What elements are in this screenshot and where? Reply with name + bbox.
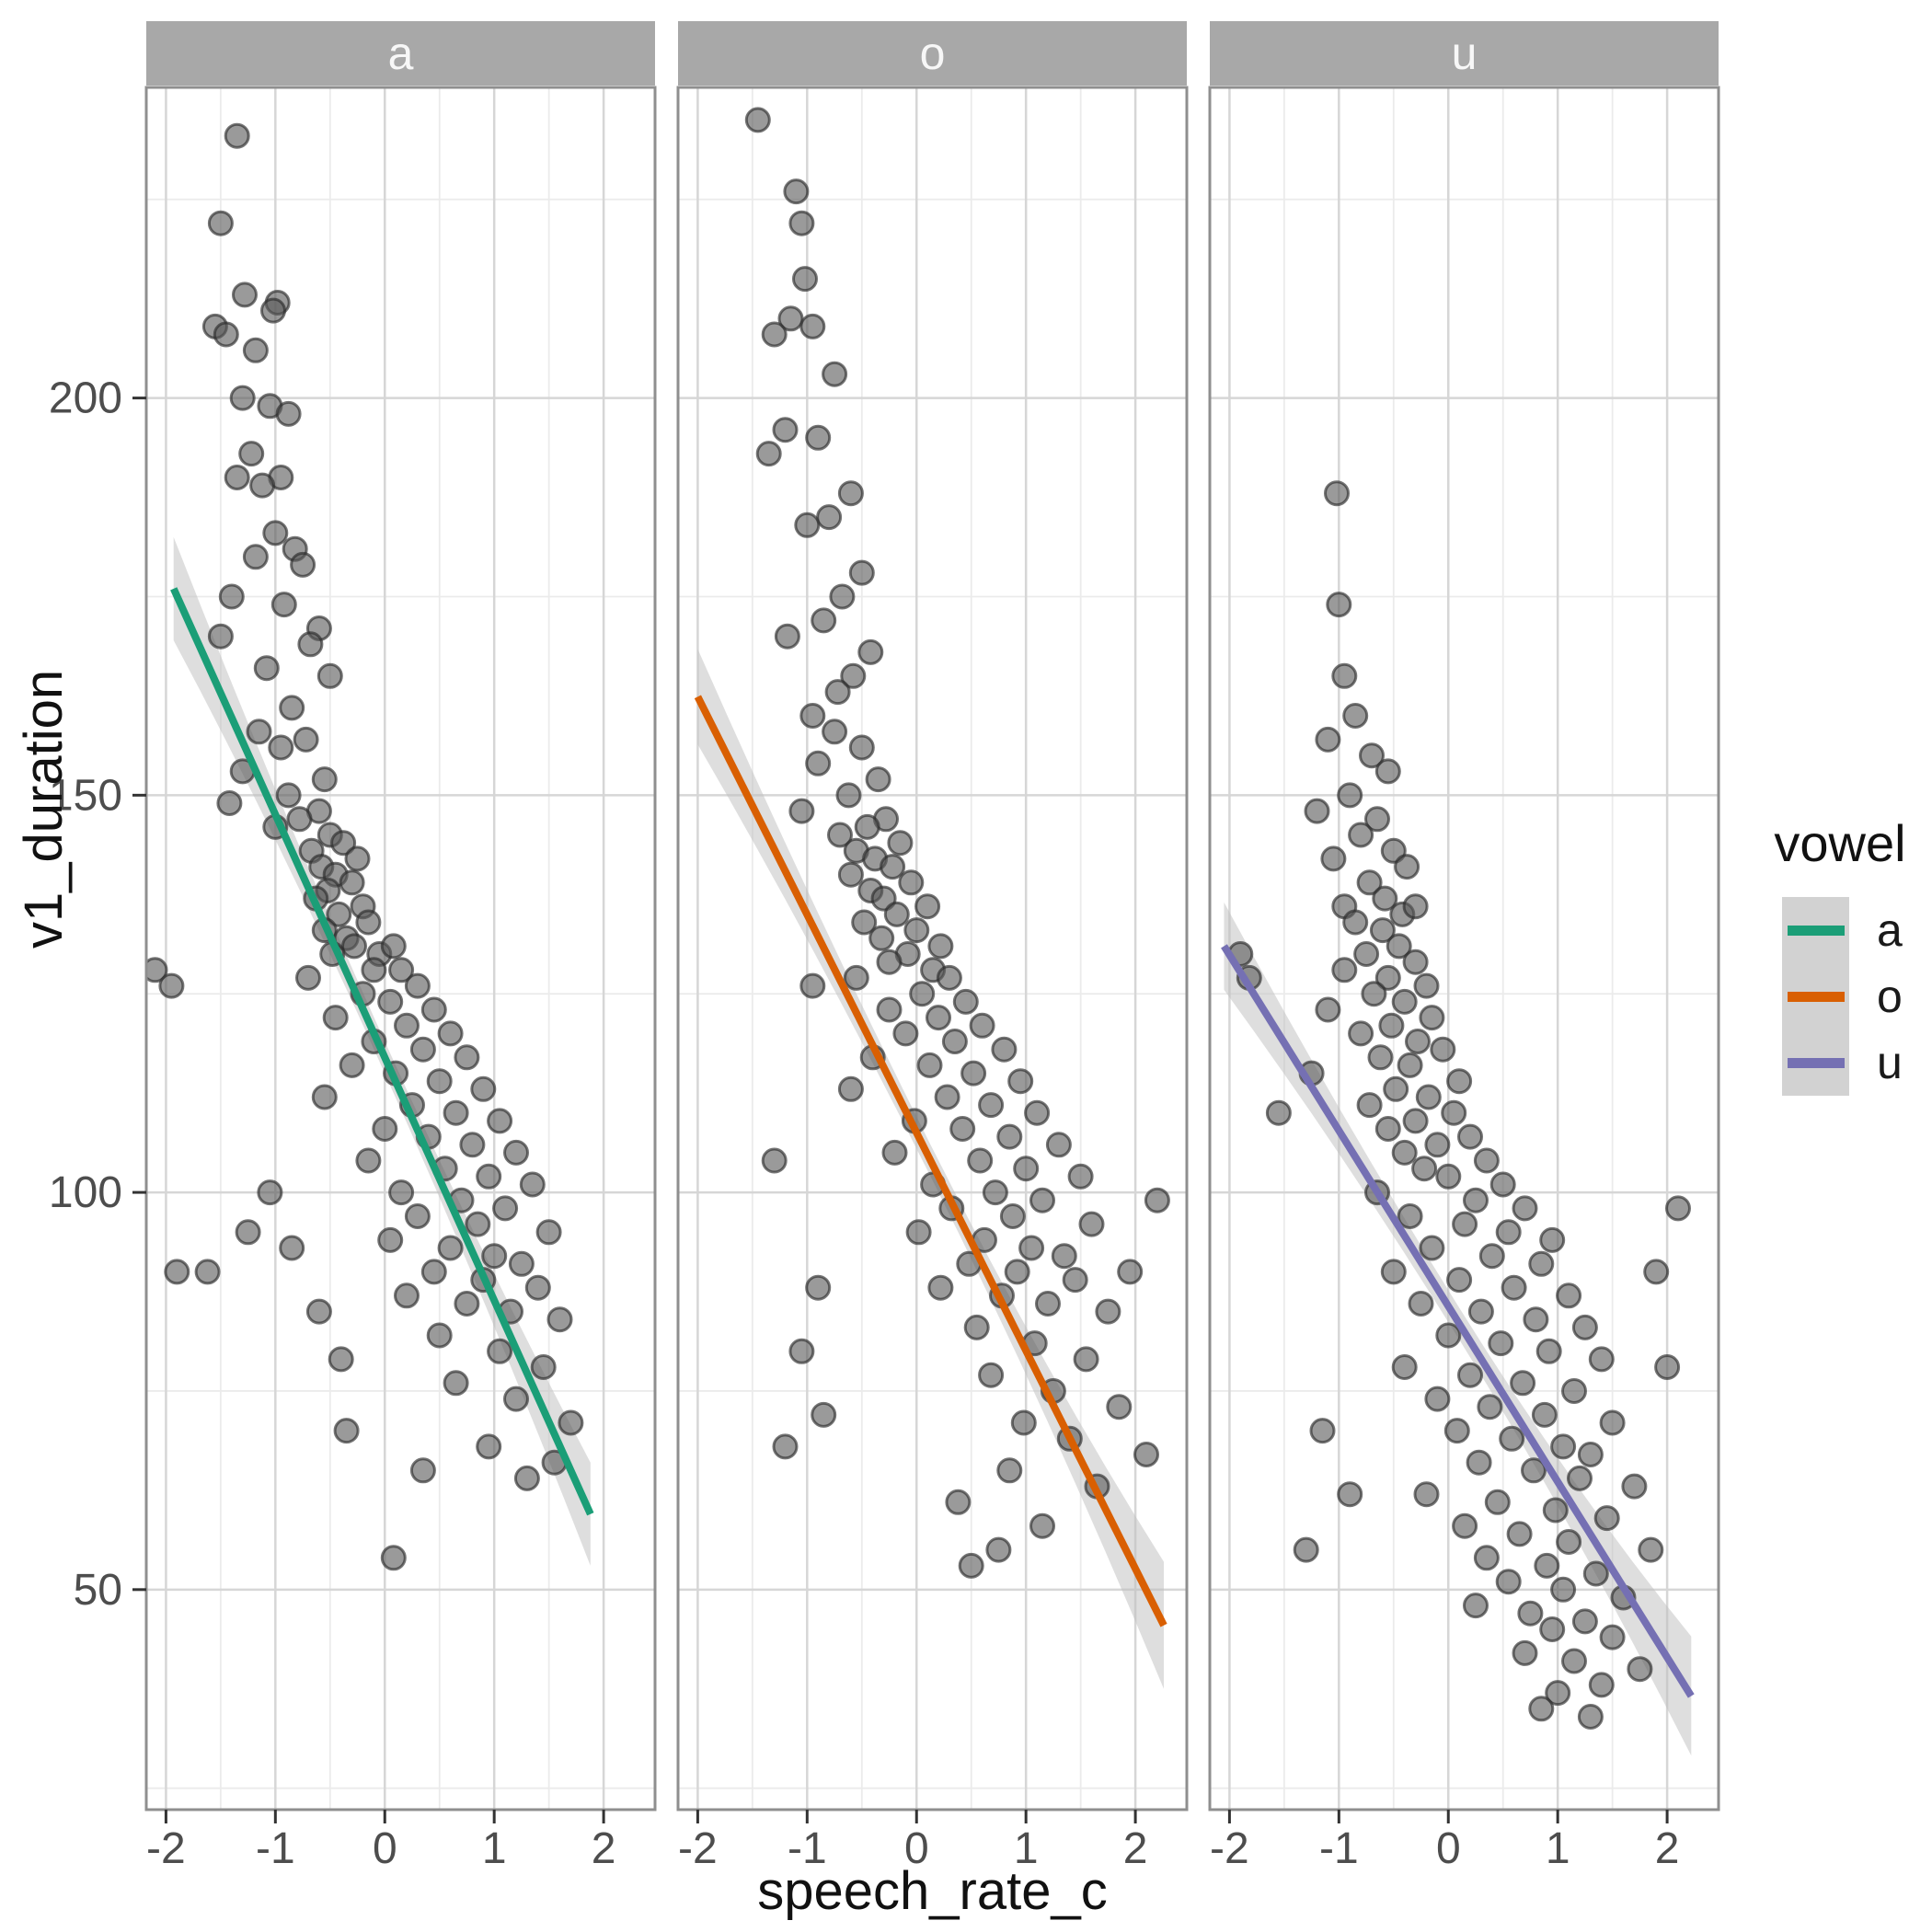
facet-strip-a: a	[146, 21, 655, 86]
data-points	[146, 122, 584, 1571]
y-axis-ticks	[132, 397, 146, 1592]
facet-strip-label: a	[387, 28, 414, 79]
legend-key-line-u	[1787, 1057, 1845, 1068]
svg-text:200: 200	[49, 374, 122, 423]
x-axis-tick-labels: -2 -1 0 1 2	[678, 1824, 1147, 1873]
legend-key-line-o	[1787, 991, 1845, 1002]
major-gridlines	[146, 87, 655, 1810]
x-axis-tick-labels: -2 -1 0 1 2	[146, 1824, 615, 1873]
svg-text:50: 50	[74, 1566, 122, 1615]
facet-strip-label: u	[1451, 28, 1478, 79]
svg-text:2: 2	[1123, 1824, 1148, 1873]
legend-title: vowel	[1774, 814, 1906, 872]
regression-line	[170, 587, 594, 1516]
data-points	[1227, 480, 1691, 1730]
svg-text:1: 1	[1546, 1824, 1570, 1873]
panel-border	[1208, 86, 1720, 1811]
svg-text:-2: -2	[146, 1824, 186, 1873]
svg-text:-1: -1	[1319, 1824, 1359, 1873]
legend-key	[1782, 963, 1849, 1029]
regression-line	[1221, 944, 1695, 1698]
x-axis-ticks	[696, 1810, 1137, 1823]
facet-strip-o: o	[678, 21, 1187, 86]
facet-strip-u: u	[1210, 21, 1719, 86]
svg-text:-2: -2	[678, 1824, 718, 1873]
major-gridlines	[678, 87, 1187, 1810]
legend-entry-label: o	[1877, 971, 1903, 1022]
svg-text:0: 0	[904, 1824, 929, 1873]
legend-key-line-a	[1787, 925, 1845, 936]
x-axis-ticks	[1227, 1810, 1669, 1823]
legend-entry-a: a	[1782, 897, 1932, 963]
facet-strip-label: o	[919, 28, 946, 79]
svg-text:0: 0	[373, 1824, 397, 1873]
legend-entries: a o u	[1782, 897, 1932, 1096]
legend-entry-o: o	[1782, 963, 1932, 1029]
x-axis-ticks	[164, 1810, 605, 1823]
legend-entry-u: u	[1782, 1029, 1932, 1096]
data-points	[744, 107, 1170, 1579]
panel-border	[676, 86, 1189, 1811]
legend-key	[1782, 1029, 1849, 1096]
panel-border	[144, 86, 657, 1811]
svg-text:0: 0	[1436, 1824, 1461, 1873]
svg-text:150: 150	[49, 771, 122, 820]
svg-text:-2: -2	[1210, 1824, 1249, 1873]
x-axis-tick-labels: -2 -1 0 1 2	[1210, 1824, 1679, 1873]
svg-text:100: 100	[49, 1168, 122, 1217]
y-axis-tick-labels: 50 100 150 200	[49, 374, 122, 1615]
legend-key	[1782, 897, 1849, 963]
x-axis-title: speech_rate_c	[757, 1861, 1108, 1921]
svg-text:2: 2	[1655, 1824, 1680, 1873]
svg-text:2: 2	[592, 1824, 616, 1873]
svg-text:-1: -1	[256, 1824, 295, 1873]
svg-text:-1: -1	[788, 1824, 827, 1873]
minor-gridlines	[678, 87, 1187, 1810]
legend: vowel a o u	[1762, 813, 1932, 1096]
svg-text:1: 1	[1014, 1824, 1039, 1873]
legend-entry-label: a	[1877, 904, 1903, 956]
legend-entry-label: u	[1877, 1037, 1903, 1088]
regression-line	[694, 695, 1167, 1627]
svg-text:1: 1	[482, 1824, 507, 1873]
